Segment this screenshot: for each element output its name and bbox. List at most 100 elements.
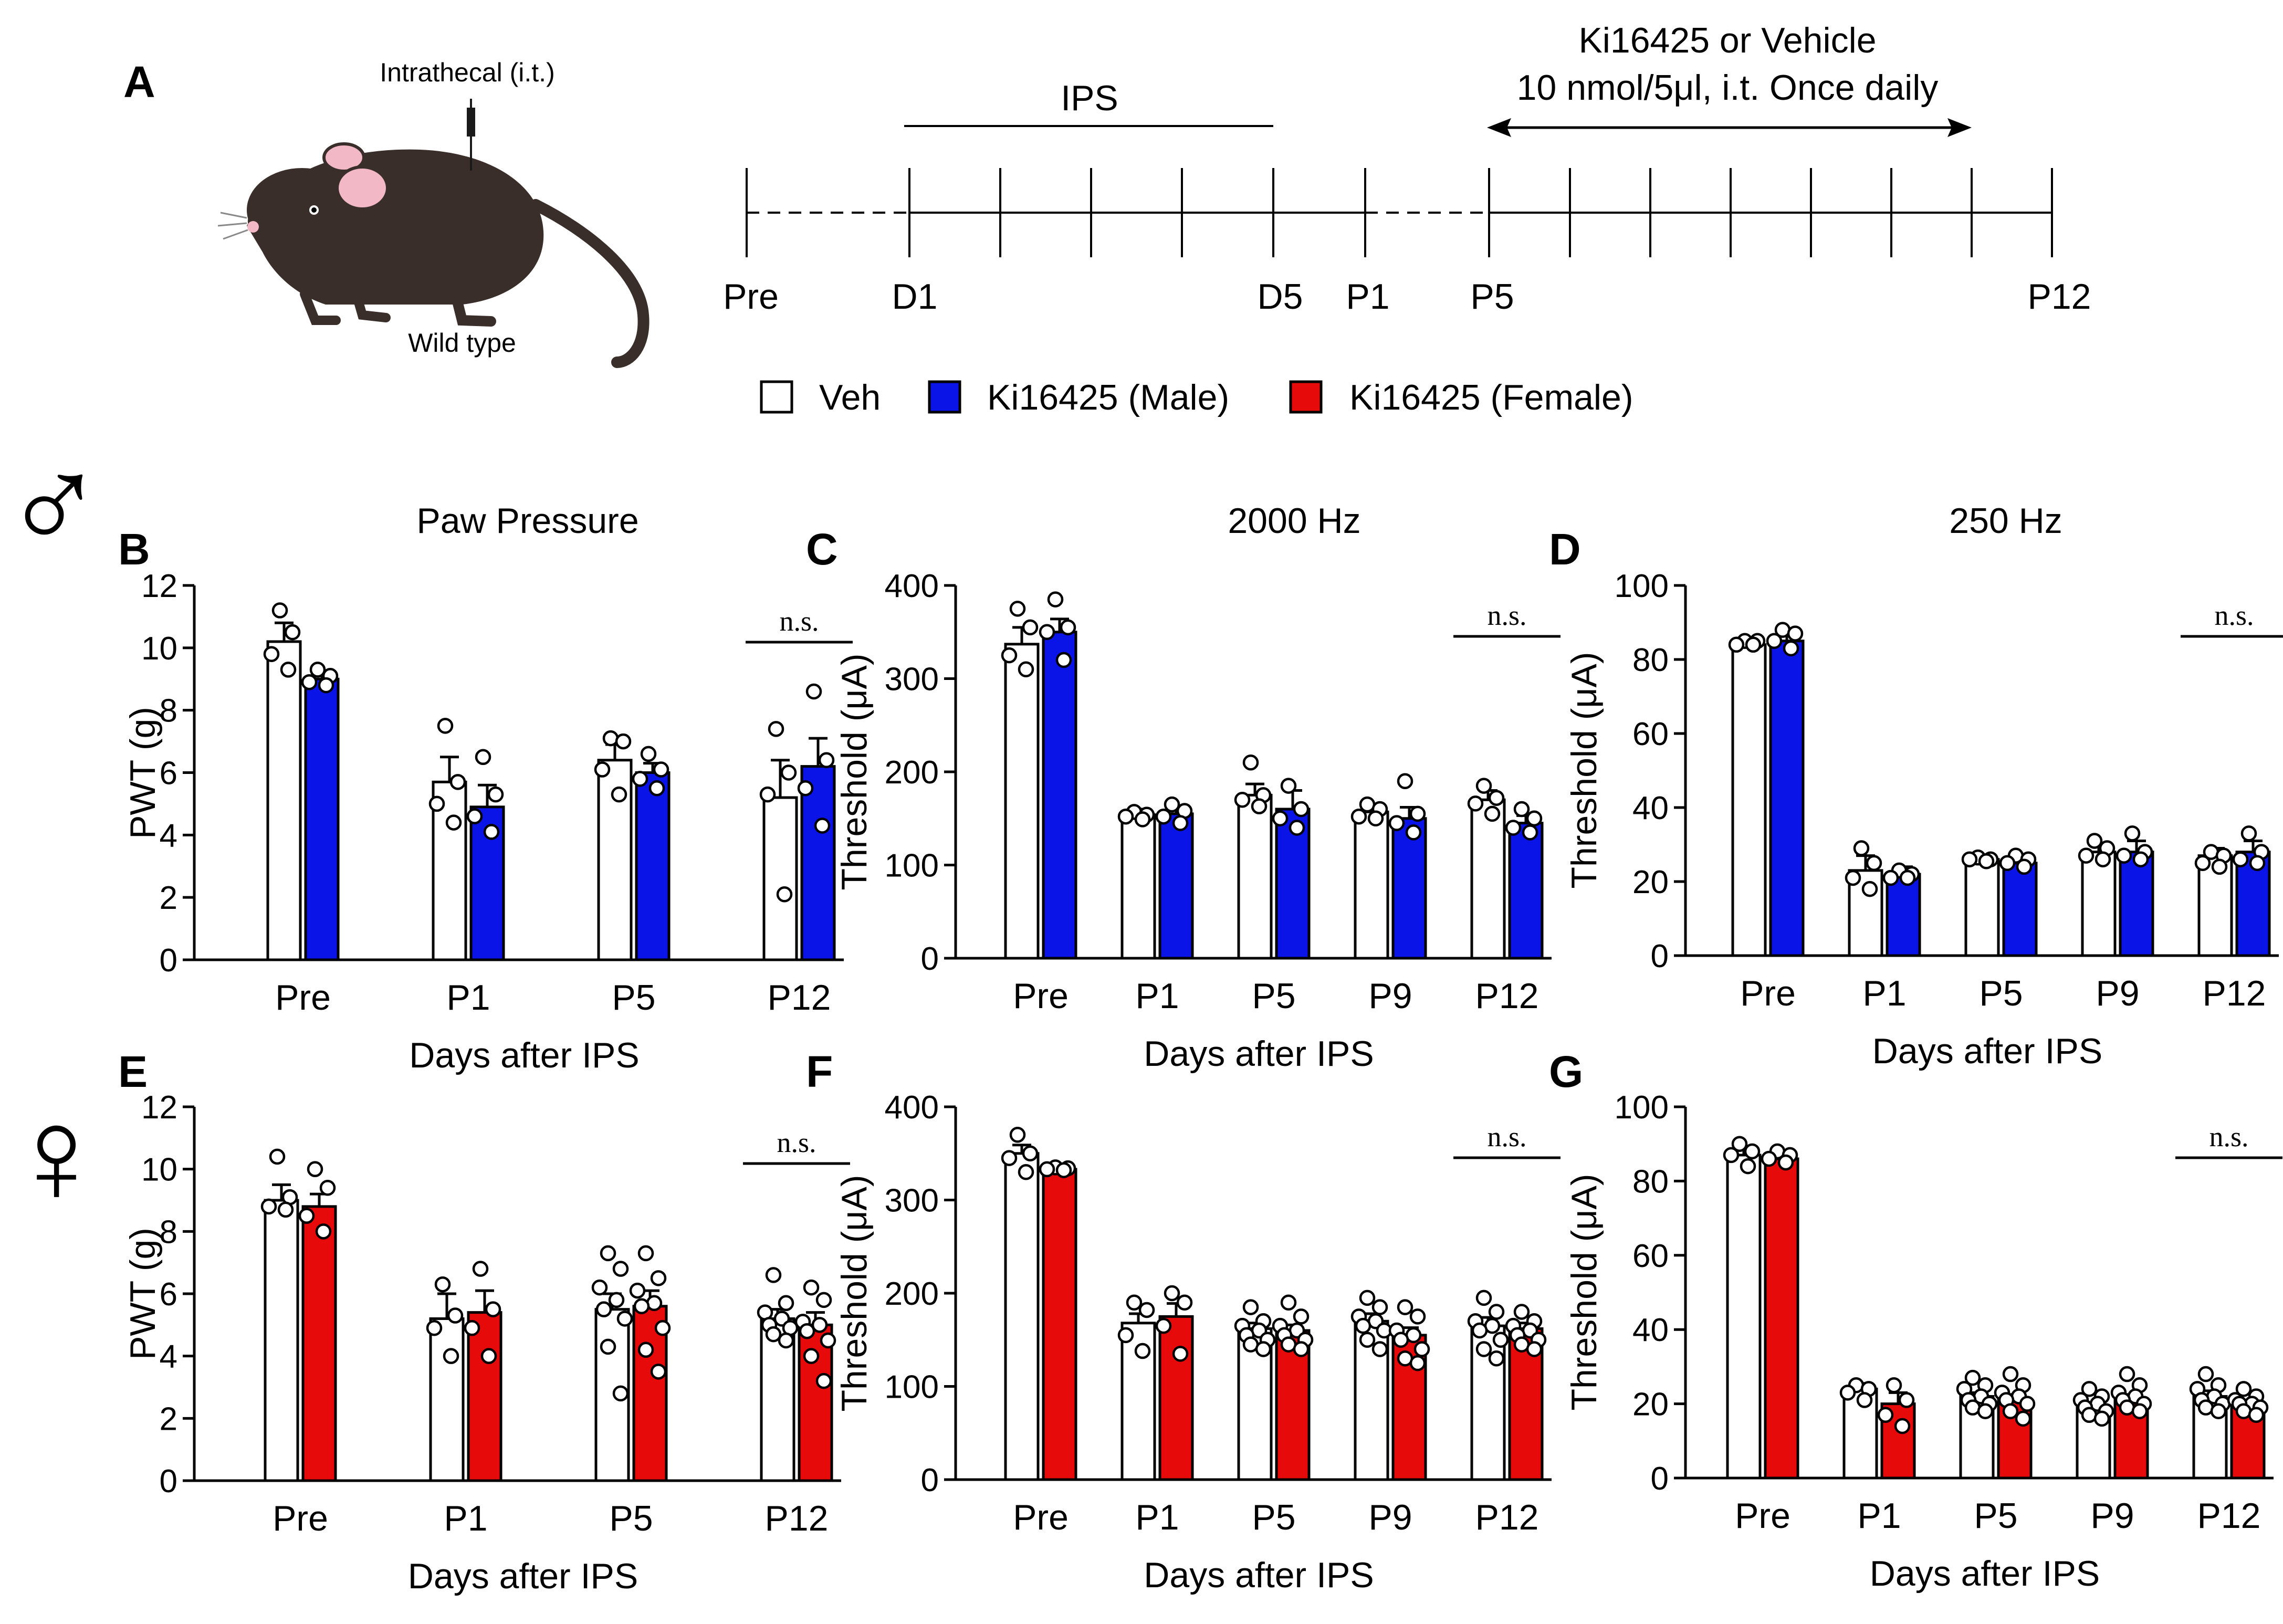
y-tick-label: 20 <box>1632 864 1669 900</box>
legend-label-female: Ki16425 (Female) <box>1349 378 1633 417</box>
y-tick-label: 0 <box>921 941 939 977</box>
data-point <box>269 1148 286 1165</box>
data-point <box>2249 855 2266 871</box>
y-tick-label: 400 <box>885 568 939 604</box>
data-point <box>1526 810 1543 826</box>
data-point <box>443 1348 459 1364</box>
data-point <box>1964 1369 1981 1386</box>
y-tick-label: 300 <box>885 1183 939 1219</box>
data-point <box>1397 1299 1413 1315</box>
y-axis-label: PWT (g) <box>123 707 163 839</box>
data-point <box>805 683 822 700</box>
data-point <box>600 1338 616 1355</box>
legend-label-male: Ki16425 (Male) <box>987 378 1229 417</box>
data-point <box>475 749 491 766</box>
bar-veh-p5 <box>1964 858 2000 957</box>
y-tick-label: 0 <box>921 1462 939 1499</box>
data-point <box>464 1320 480 1336</box>
data-point <box>1882 869 1899 886</box>
x-tick-label: Pre <box>275 978 331 1018</box>
data-point <box>2197 1366 2214 1382</box>
bar-ki16425-p1 <box>1158 1315 1194 1481</box>
data-point <box>1513 801 1530 818</box>
data-point <box>814 818 831 834</box>
data-point <box>803 1279 820 1296</box>
bar-veh-pre <box>1004 1152 1040 1481</box>
data-point <box>1001 647 1018 664</box>
data-point <box>2081 1381 2098 1397</box>
data-point <box>612 1261 629 1277</box>
x-axis-label: Days after IPS <box>1872 1031 2102 1071</box>
data-point <box>1164 1285 1180 1302</box>
panel-letter: D <box>1549 525 1581 574</box>
data-point <box>1388 815 1405 831</box>
data-point <box>1409 805 1426 822</box>
x-tick-label: P12 <box>1475 976 1539 1016</box>
data-point <box>1242 755 1259 771</box>
data-point <box>1744 1143 1761 1160</box>
mouse-illustration <box>217 99 650 368</box>
y-tick-label: 200 <box>885 1276 939 1312</box>
data-point <box>1467 795 1484 812</box>
data-point <box>271 602 288 619</box>
data-point <box>1409 1355 1426 1371</box>
data-point <box>611 786 627 803</box>
data-point <box>632 771 648 787</box>
y-tick-label: 80 <box>1632 1164 1669 1200</box>
x-tick-label: Pre <box>1735 1496 1790 1536</box>
data-point <box>315 1223 332 1240</box>
data-point <box>637 1245 654 1262</box>
data-point <box>1898 1392 1915 1408</box>
x-tick-label: P1 <box>1135 1497 1179 1537</box>
x-axis-label: Days after IPS <box>408 1556 638 1596</box>
data-point <box>629 1282 646 1299</box>
data-point <box>1155 1317 1172 1334</box>
bar-veh-p5 <box>1237 793 1273 960</box>
data-point <box>480 1348 497 1364</box>
data-point <box>1505 820 1522 836</box>
data-point <box>1977 1403 1994 1419</box>
data-point <box>1018 1164 1034 1180</box>
data-point <box>1255 1341 1272 1357</box>
data-point <box>650 1364 667 1380</box>
x-axis-label: Days after IPS <box>1870 1554 2100 1594</box>
data-point <box>2210 1403 2227 1419</box>
x-tick-label: P12 <box>765 1499 829 1538</box>
x-tick-label: P5 <box>612 978 655 1018</box>
data-point <box>1728 636 1745 653</box>
data-point <box>1413 1341 1430 1357</box>
bar-veh-pre <box>1726 1154 1762 1480</box>
data-point <box>815 1292 832 1308</box>
data-point <box>1018 661 1034 677</box>
y-tick-label: 2 <box>160 880 177 916</box>
y-tick-label: 80 <box>1632 642 1669 678</box>
data-point <box>778 1295 794 1312</box>
data-point <box>1845 869 1861 886</box>
mouse-front-leg-2 <box>352 292 391 322</box>
data-point <box>487 786 504 803</box>
data-point <box>1272 810 1289 826</box>
data-point <box>1766 633 1783 649</box>
data-point <box>319 1180 336 1196</box>
data-point <box>1978 853 1995 869</box>
data-point <box>1359 1290 1376 1306</box>
data-point <box>483 824 500 840</box>
data-point <box>263 646 280 662</box>
bar-ki16425-pre <box>1764 1157 1799 1480</box>
data-point <box>309 662 326 678</box>
timeline-ticks <box>746 168 2053 257</box>
data-point <box>1134 811 1151 827</box>
y-tick-label: 100 <box>1615 568 1669 604</box>
data-point <box>1039 624 1055 640</box>
data-point <box>1526 1341 1543 1357</box>
data-point <box>1293 1341 1310 1357</box>
y-tick-label: 60 <box>1632 1238 1669 1274</box>
data-point <box>612 1385 629 1402</box>
ns-label: n.s. <box>777 1127 816 1158</box>
x-tick-label: P9 <box>1368 976 1412 1016</box>
mouse-label: Wild type <box>408 328 516 358</box>
data-point <box>1280 778 1297 794</box>
x-tick-label: P5 <box>609 1499 653 1538</box>
bar-ki16425-p1 <box>1158 812 1194 960</box>
x-axis-label: Days after IPS <box>409 1035 639 1075</box>
